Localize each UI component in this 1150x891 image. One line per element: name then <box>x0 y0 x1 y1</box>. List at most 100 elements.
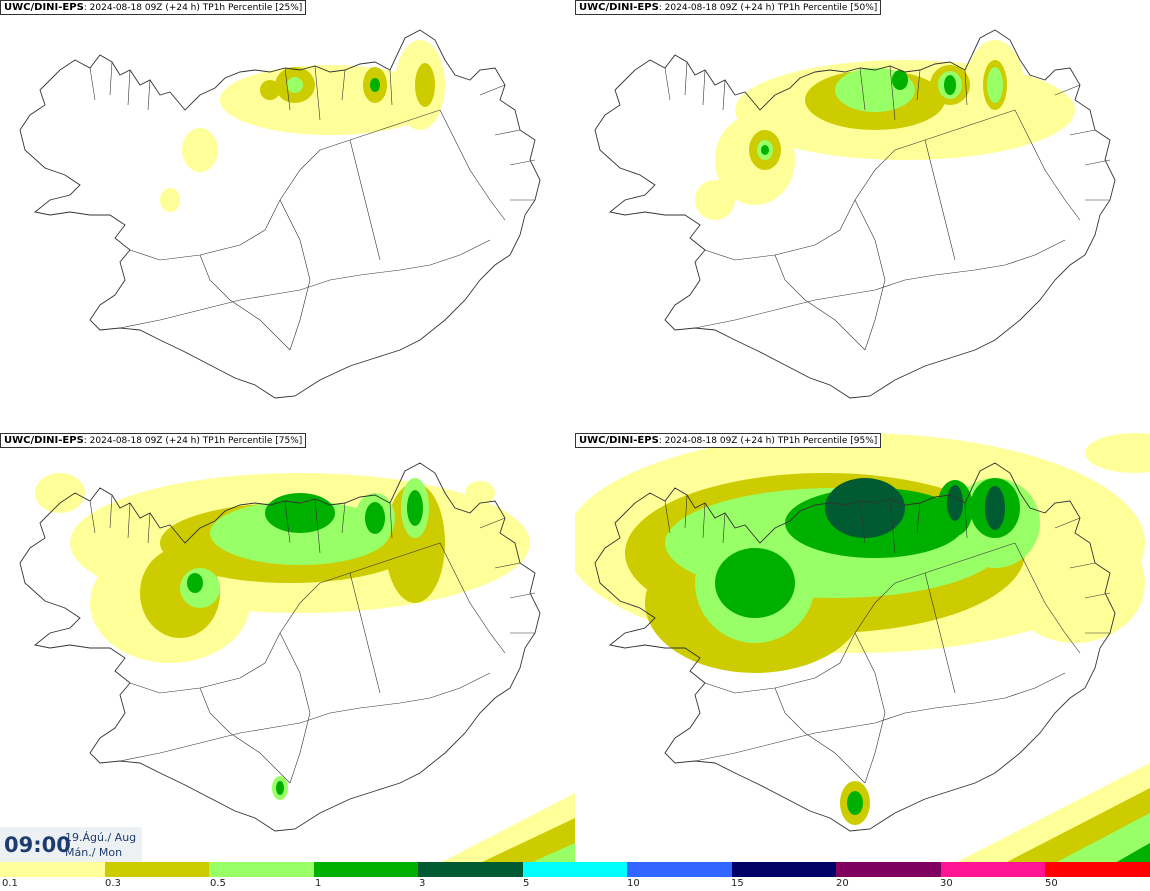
road-line <box>389 69 393 106</box>
precip-area <box>415 63 435 107</box>
road-line <box>479 84 506 96</box>
precip-area <box>715 548 795 618</box>
road-line <box>509 159 536 166</box>
color-legend: 0.1 0.3 0.5 1 3 5 10 15 20 30 50 <box>0 862 1150 891</box>
legend-label: 0.1 <box>2 878 18 889</box>
precip-map-95 <box>575 433 1150 863</box>
road-line <box>916 69 921 101</box>
coastline <box>594 462 1116 832</box>
road-line <box>284 67 291 111</box>
legend-label: 10 <box>627 878 640 889</box>
legend-label: 30 <box>940 878 953 889</box>
road-line <box>127 69 131 106</box>
precip-area <box>465 481 495 505</box>
road-line <box>494 129 521 136</box>
legend-swatch <box>836 862 941 877</box>
precip-fields <box>695 40 1075 220</box>
road-line <box>439 109 506 221</box>
legend-swatch <box>418 862 523 877</box>
panel-title: UWC/DINI-EPS: 2024-08-18 09Z (+24 h) TP1… <box>575 433 882 448</box>
road-line <box>1014 109 1081 221</box>
road-line <box>349 139 381 261</box>
road-line <box>702 69 706 106</box>
road-line <box>1069 129 1096 136</box>
coastline <box>19 462 541 832</box>
road-line <box>127 502 131 539</box>
road-line <box>1054 84 1081 96</box>
precip-area <box>480 818 575 863</box>
road-line <box>314 65 321 121</box>
road-line <box>279 199 311 351</box>
valid-date-line1: 19.Ágú./ Aug <box>65 831 137 844</box>
road-line <box>439 542 506 654</box>
road-line <box>119 672 491 762</box>
road-line <box>129 542 441 694</box>
iceland-outline <box>19 29 541 399</box>
precip-area <box>825 478 905 538</box>
road-line <box>119 239 491 329</box>
legend-swatch <box>313 862 419 877</box>
precip-map-75 <box>19 462 575 863</box>
road-line <box>1069 562 1096 569</box>
road-line <box>684 494 688 529</box>
legend-swatch <box>627 862 732 877</box>
coastline <box>19 29 541 399</box>
precip-area <box>695 180 735 220</box>
precip-area <box>160 188 180 212</box>
road-line <box>859 500 866 544</box>
iceland-outline <box>19 462 541 832</box>
road-line <box>89 500 96 534</box>
road-line <box>147 79 151 111</box>
road-line <box>704 542 1016 694</box>
road-line <box>664 500 671 534</box>
map-panel-95: UWC/DINI-EPS: 2024-08-18 09Z (+24 h) TP1… <box>575 433 1150 863</box>
road-line <box>924 139 956 261</box>
precip-area <box>947 485 963 521</box>
valid-time-box: 09:00 19.Ágú./ Aug Mán./ Mon <box>0 827 142 863</box>
precip-area <box>265 493 335 533</box>
road-line <box>722 512 726 544</box>
precip-area <box>1005 523 1145 643</box>
precip-fields <box>575 433 1150 863</box>
legend-label: 15 <box>731 878 744 889</box>
panel-title: UWC/DINI-EPS: 2024-08-18 09Z (+24 h) TP1… <box>0 0 307 15</box>
precip-area <box>385 483 445 603</box>
precip-area <box>985 486 1005 530</box>
precip-area <box>182 128 218 172</box>
precip-map-25 <box>19 29 541 399</box>
legend-label: 20 <box>836 878 849 889</box>
road-line <box>129 109 441 261</box>
road-line <box>694 239 1066 329</box>
road-line <box>509 592 536 599</box>
legend-swatch <box>940 862 1046 877</box>
road-line <box>889 498 896 554</box>
road-line <box>284 500 291 544</box>
road-line <box>774 254 866 351</box>
road-line <box>889 65 896 121</box>
precip-area <box>847 791 863 815</box>
precip-area <box>370 78 380 92</box>
road-line <box>854 632 886 784</box>
map-panel-75: UWC/DINI-EPS: 2024-08-18 09Z (+24 h) TP1… <box>0 433 575 863</box>
precip-area <box>1085 433 1150 473</box>
panel-title: UWC/DINI-EPS: 2024-08-18 09Z (+24 h) TP1… <box>575 0 882 15</box>
valid-date-line2: Mán./ Mon <box>65 846 123 859</box>
road-line <box>199 254 291 351</box>
road-line <box>774 687 866 784</box>
road-line <box>1084 159 1111 166</box>
road-line <box>964 502 968 539</box>
legend-label: 1 <box>315 878 322 889</box>
road-line <box>704 109 1016 261</box>
road-line <box>341 502 346 534</box>
legend-label: 0.5 <box>210 878 226 889</box>
road-line <box>694 672 1066 762</box>
road-line <box>389 502 393 539</box>
precip-area <box>287 77 303 93</box>
precip-area <box>1055 813 1150 863</box>
legend-label: 5 <box>523 878 530 889</box>
legend-swatch <box>209 862 314 877</box>
road-line <box>109 61 113 96</box>
road-line <box>964 69 968 106</box>
legend-swatch <box>731 862 837 877</box>
precip-area <box>365 502 385 534</box>
